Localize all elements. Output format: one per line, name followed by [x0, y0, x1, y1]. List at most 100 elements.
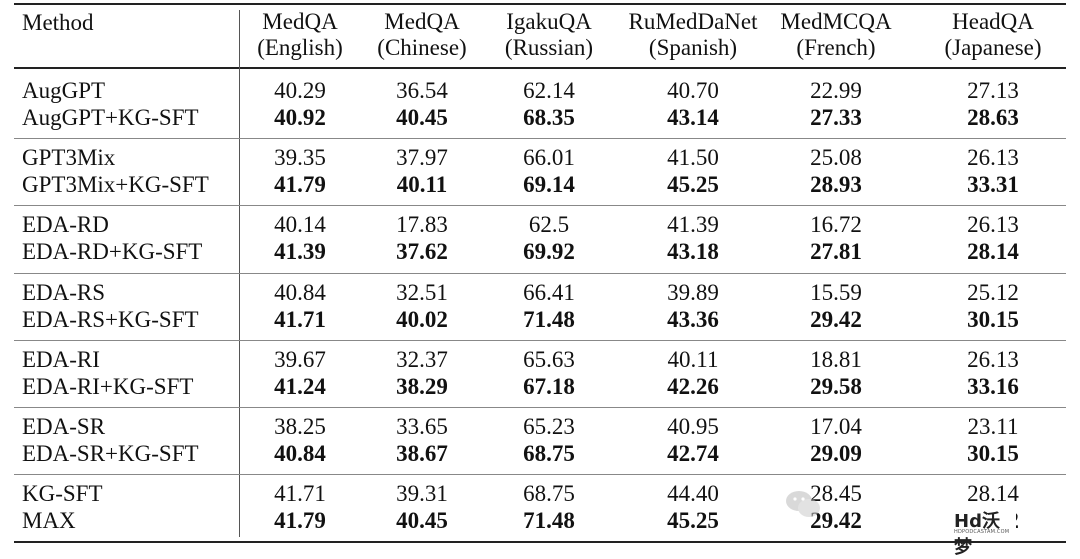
header-col-6-line2: (Japanese)	[944, 35, 1042, 60]
table-cell: 65.63	[523, 346, 575, 372]
header-method: Method	[22, 10, 94, 35]
table-cell: 29.09	[810, 441, 862, 466]
table-cell: 39.31	[396, 481, 448, 507]
row-method-name: GPT3Mix+KG-SFT	[22, 172, 209, 198]
table-cell: 23.11	[967, 414, 1019, 439]
table-cell: 28.14	[967, 481, 1019, 507]
table-cell: 26.13	[967, 145, 1019, 171]
header-col-4-line2: (Spanish)	[648, 35, 738, 60]
table-cell: 22.99	[810, 78, 862, 103]
table-cell: 62.5	[528, 212, 570, 238]
table-cell: 28.45	[810, 481, 862, 507]
header-col-1-line2: (English)	[257, 35, 343, 60]
table-cell: 33.16	[967, 373, 1019, 399]
table-cell: 30.15	[967, 306, 1019, 332]
table-cell: 40.70	[667, 78, 719, 103]
table-cell: 41.24	[274, 373, 326, 399]
table-cell: 62.14	[523, 78, 575, 103]
table-cell: 45.25	[667, 172, 719, 198]
table-cell: 71.48	[523, 306, 575, 332]
header-col-3-line2: (Russian)	[504, 35, 594, 60]
header-col-2-line1: MedQA	[384, 9, 460, 34]
row-method-name: EDA-RS	[22, 279, 106, 305]
logo-subtext: HDPODCASTAM.COM	[954, 529, 1010, 535]
group-separator	[14, 474, 1066, 476]
table-cell: 37.97	[396, 145, 448, 171]
table-cell: 29.58	[810, 373, 862, 399]
group-separator	[14, 407, 1066, 408]
table-cell: 26.13	[967, 346, 1019, 372]
table-cell: 25.12	[967, 279, 1019, 305]
group-separator	[14, 272, 1066, 274]
group-separator	[14, 138, 1066, 140]
header-col-2-line2: (Chinese)	[377, 35, 467, 60]
table-cell: 29.42	[810, 508, 862, 534]
table-cell: 15.59	[810, 279, 862, 305]
table-cell: 27.13	[967, 78, 1019, 103]
table-cell: 40.84	[274, 441, 326, 466]
table-cell: 68.35	[523, 105, 575, 130]
table-cell: 43.36	[667, 306, 719, 332]
table-cell: 41.39	[274, 239, 326, 265]
row-method-name: EDA-SR+KG-SFT	[22, 441, 199, 466]
table-cell: 66.41	[523, 279, 575, 305]
table-cell: 43.18	[667, 239, 719, 265]
table-cell: 68.75	[523, 481, 575, 507]
row-method-name: EDA-RS+KG-SFT	[22, 306, 199, 332]
table-cell: 41.79	[274, 172, 326, 198]
table-cell: 40.84	[274, 279, 326, 305]
table-cell: 37.62	[396, 239, 448, 265]
table-cell: 40.45	[396, 508, 448, 534]
table-cell: 17.04	[810, 414, 862, 439]
table-cell: 36.54	[396, 78, 448, 103]
table-cell: 40.02	[396, 306, 448, 332]
table-cell: 30.15	[967, 441, 1019, 466]
table-cell: 38.67	[396, 441, 448, 466]
table-cell: 18.81	[810, 346, 862, 372]
table-cell: 40.95	[667, 414, 719, 439]
site-logo: Hd沃梦 HDPODCASTAM.COM	[950, 505, 1016, 558]
row-method-name: KG-SFT	[22, 481, 103, 507]
table-cell: 41.39	[667, 212, 719, 238]
table-cell: 40.29	[274, 78, 326, 103]
table-cell: 71.48	[523, 508, 575, 534]
table-cell: 42.26	[667, 373, 719, 399]
row-method-name: AugGPT+KG-SFT	[22, 105, 199, 130]
table-cell: 41.50	[667, 145, 719, 171]
table-cell: 67.18	[523, 373, 575, 399]
row-method-name: EDA-SR	[22, 414, 106, 439]
group-separator	[14, 205, 1066, 207]
table-cell: 25.08	[810, 145, 862, 171]
table-cell: 40.92	[274, 105, 326, 130]
group-separator	[14, 339, 1066, 341]
table-cell: 65.23	[523, 414, 575, 439]
table-cell: 28.93	[810, 172, 862, 198]
table-cell: 29.42	[810, 306, 862, 332]
table-cell: 28.63	[967, 105, 1019, 130]
table-cell: 40.11	[667, 346, 719, 372]
table-cell: 69.14	[523, 172, 575, 198]
table-cell: 41.71	[274, 306, 326, 332]
watermark	[780, 480, 1070, 542]
row-method-name: GPT3Mix	[22, 145, 116, 171]
table-cell: 33.65	[396, 414, 448, 439]
table-cell: 45.25	[667, 508, 719, 534]
table-cell: 28.14	[967, 239, 1019, 265]
wechat-icon	[786, 491, 820, 517]
row-method-name: AugGPT	[22, 78, 106, 103]
table-cell: 40.14	[274, 212, 326, 238]
table-cell: 44.40	[667, 481, 719, 507]
table-cell: 41.71	[274, 481, 326, 507]
bottom-rule	[14, 541, 1066, 543]
table-cell: 33.31	[967, 172, 1019, 198]
row-method-name: EDA-RD+KG-SFT	[22, 239, 203, 265]
header-col-3-line1: IgakuQA	[506, 9, 592, 34]
table-cell: 27.33	[810, 105, 862, 130]
row-method-name: EDA-RD	[22, 212, 109, 238]
table-cell: 69.92	[523, 239, 575, 265]
table-cell: 32.51	[396, 279, 448, 305]
table-cell: 42.74	[667, 441, 719, 466]
table-cell: 39.67	[274, 346, 326, 372]
table-cell: 40.45	[396, 105, 448, 130]
table-cell: 38.25	[274, 414, 326, 439]
